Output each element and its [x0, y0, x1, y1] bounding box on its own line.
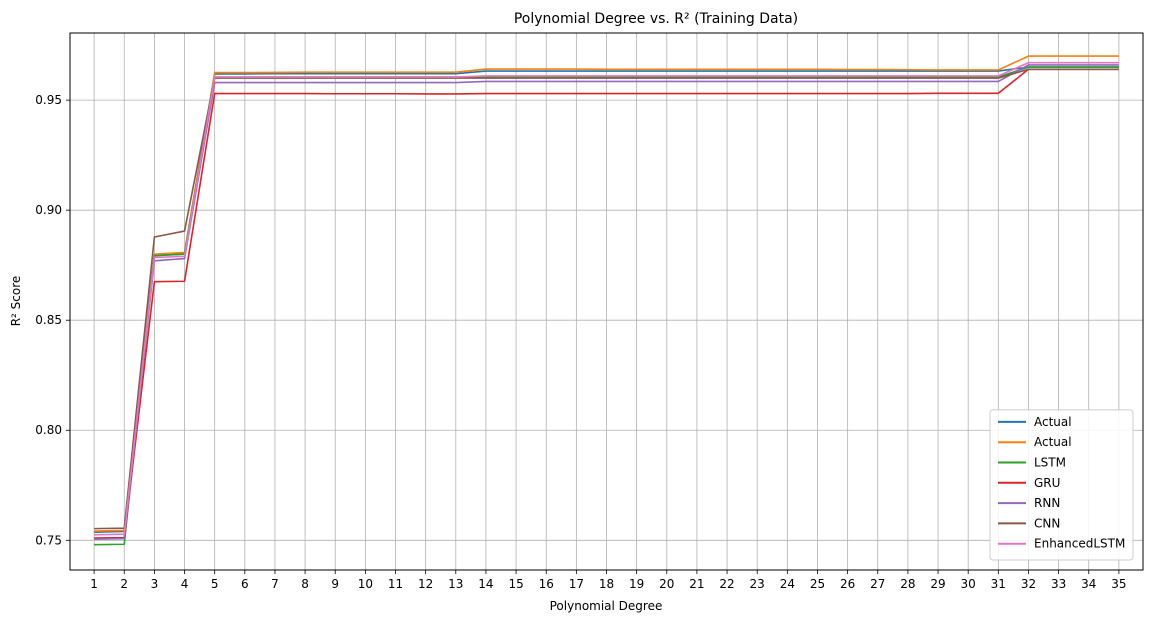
- series-line-rnn-4: [94, 64, 1119, 540]
- y-tick-label: 0.90: [35, 203, 62, 217]
- series-line-gru-3: [94, 68, 1119, 539]
- x-tick-label: 27: [870, 577, 885, 591]
- y-tick-label: 0.80: [35, 423, 62, 437]
- x-tick-label: 11: [388, 577, 403, 591]
- x-tick-label: 15: [508, 577, 523, 591]
- legend: Actual Actual LSTM GRU RNN CNN EnhancedLSTM: [989, 409, 1134, 561]
- x-tick-label: 4: [181, 577, 189, 591]
- x-tick-label: 23: [750, 577, 765, 591]
- y-tick-label: 0.75: [35, 533, 62, 547]
- x-tick-label: 2: [120, 577, 128, 591]
- x-tick-label: 16: [539, 577, 554, 591]
- x-tick-label: 34: [1081, 577, 1096, 591]
- x-tick-label: 19: [629, 577, 644, 591]
- legend-label: Actual: [1034, 435, 1072, 449]
- x-axis: 1 2 3 4 5 6 7 8 9 10 11 12 13 14 15 16 17 18 19 20 21 22 23 24 2…: [90, 570, 1127, 591]
- x-tick-label: 14: [478, 577, 493, 591]
- series-line-cnn-5: [94, 68, 1119, 530]
- x-tick-label: 17: [569, 577, 584, 591]
- x-tick-label: 12: [418, 577, 433, 591]
- x-tick-label: 31: [991, 577, 1006, 591]
- y-tick-label: 0.95: [35, 93, 62, 107]
- chart-title: Polynomial Degree vs. R² (Training Data): [514, 11, 798, 27]
- series-line-enhancedlstm-6: [94, 61, 1119, 536]
- y-axis: 0.75 0.80 0.85 0.90 0.95: [35, 93, 70, 547]
- x-tick-label: 3: [151, 577, 159, 591]
- x-tick-label: 5: [211, 577, 219, 591]
- x-tick-label: 18: [599, 577, 614, 591]
- series-line-actual-1: [94, 55, 1119, 532]
- legend-label: LSTM: [1034, 456, 1066, 470]
- x-axis-label: Polynomial Degree: [550, 599, 663, 613]
- x-tick-label: 20: [659, 577, 674, 591]
- legend-label: GRU: [1034, 476, 1060, 490]
- legend-label: Actual: [1034, 415, 1072, 429]
- x-tick-label: 6: [241, 577, 249, 591]
- x-tick-label: 8: [301, 577, 309, 591]
- x-tick-label: 13: [448, 577, 463, 591]
- x-tick-label: 10: [358, 577, 373, 591]
- x-tick-label: 9: [331, 577, 339, 591]
- x-tick-label: 26: [840, 577, 855, 591]
- legend-label: RNN: [1034, 496, 1060, 510]
- x-tick-label: 35: [1111, 577, 1126, 591]
- series-lines: [94, 55, 1119, 546]
- x-tick-label: 25: [810, 577, 825, 591]
- x-tick-label: 22: [719, 577, 734, 591]
- x-tick-label: 24: [780, 577, 795, 591]
- legend-label: CNN: [1034, 516, 1060, 530]
- x-tick-label: 21: [689, 577, 704, 591]
- x-tick-label: 33: [1051, 577, 1066, 591]
- y-axis-label: R² Score: [9, 276, 23, 327]
- x-tick-label: 30: [961, 577, 976, 591]
- x-tick-label: 29: [930, 577, 945, 591]
- x-tick-label: 1: [90, 577, 98, 591]
- legend-label: EnhancedLSTM: [1034, 537, 1125, 551]
- x-tick-label: 7: [271, 577, 279, 591]
- y-tick-label: 0.85: [35, 313, 62, 327]
- series-line-actual-0: [94, 66, 1119, 533]
- x-tick-label: 32: [1021, 577, 1036, 591]
- x-tick-label: 28: [900, 577, 915, 591]
